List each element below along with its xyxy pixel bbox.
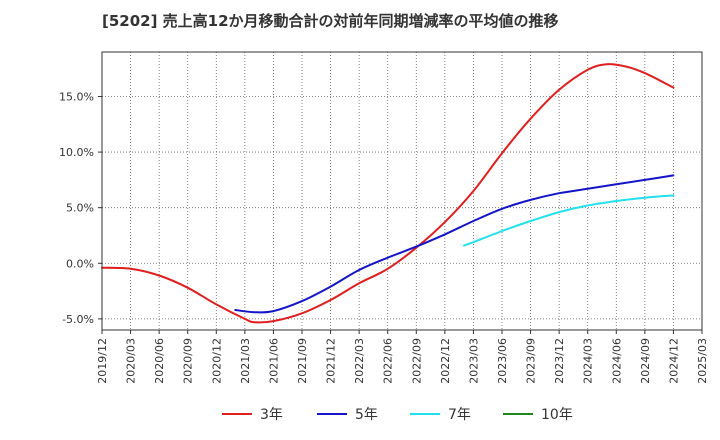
x-tick-label: 2022/09	[410, 338, 423, 384]
legend: 3年 5年 7年 10年	[222, 407, 573, 423]
y-tick-label: 5.0%	[66, 202, 94, 215]
x-tick-label: 2019/12	[96, 338, 109, 384]
x-axis: 2019/12 2020/03 2020/06 2020/09 2020/12 2021/…	[96, 330, 709, 384]
x-tick-label: 2020/06	[153, 338, 166, 384]
plot-area-background	[102, 52, 702, 330]
x-tick-label: 2023/06	[496, 338, 509, 384]
legend-label-1: 3年	[260, 407, 283, 423]
y-tick-label: -5.0%	[62, 313, 94, 326]
y-tick-label: 10.0%	[59, 146, 94, 159]
x-tick-label: 2020/09	[182, 338, 195, 384]
x-tick-label: 2021/03	[239, 338, 252, 384]
x-tick-label: 2021/06	[267, 338, 280, 384]
x-tick-label: 2020/03	[125, 338, 138, 384]
x-tick-label: 2021/12	[325, 338, 338, 384]
chart-title: [5202] 売上高12か月移動合計の対前年同期増減率の平均値の推移	[102, 12, 559, 30]
x-tick-label: 2024/03	[582, 338, 595, 384]
x-tick-label: 2023/12	[553, 338, 566, 384]
x-tick-label: 2022/06	[382, 338, 395, 384]
legend-label-2: 5年	[355, 407, 378, 423]
x-tick-label: 2023/09	[525, 338, 538, 384]
x-tick-label: 2021/09	[296, 338, 309, 384]
x-tick-label: 2025/03	[696, 338, 709, 384]
legend-label-4: 10年	[541, 407, 573, 423]
x-tick-label: 2024/06	[610, 338, 623, 384]
x-tick-label: 2023/03	[467, 338, 480, 384]
grid-lines	[101, 52, 703, 330]
series-line-2	[234, 174, 675, 314]
data-series	[101, 63, 675, 324]
y-tick-label: 15.0%	[59, 90, 94, 103]
x-tick-label: 2022/12	[439, 338, 452, 384]
x-tick-label: 2020/12	[210, 338, 223, 384]
legend-label-3: 7年	[448, 407, 471, 423]
plot-area-border	[101, 51, 703, 331]
y-axis: -5.0% 0.0% 5.0% 10.0% 15.0%	[59, 90, 102, 326]
series-line-1	[101, 63, 675, 324]
y-tick-label: 0.0%	[66, 257, 94, 270]
series-line-3	[462, 194, 675, 247]
x-tick-label: 2022/03	[353, 338, 366, 384]
x-tick-label: 2024/12	[667, 338, 680, 384]
x-tick-label: 2024/09	[639, 338, 652, 384]
